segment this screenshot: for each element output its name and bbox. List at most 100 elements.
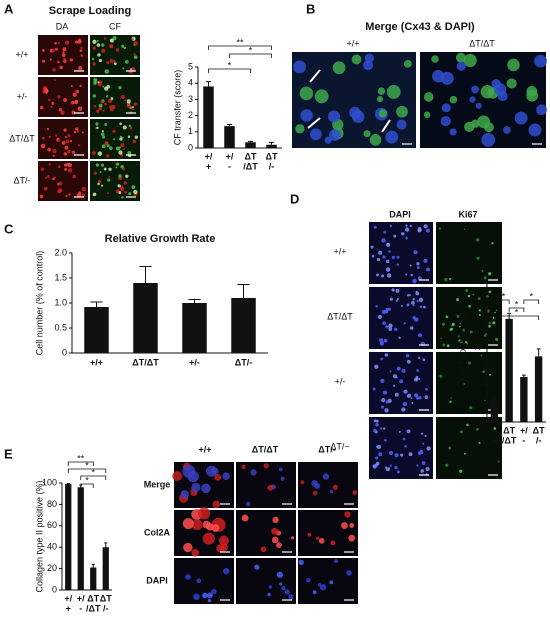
cell [72,174,77,179]
cell [375,456,379,460]
cell [278,467,283,472]
cell [104,69,109,74]
cell [69,58,73,62]
cell [128,124,132,128]
cell [385,325,389,329]
column-label: DA [56,21,69,31]
cell [466,423,469,427]
cell [401,407,406,412]
cell [101,43,105,47]
cell [467,361,472,365]
chart-title: Relative Growth Rate [105,233,216,245]
significance-label: * [249,45,253,55]
cell [394,327,398,331]
cell [293,60,306,74]
cell [113,138,116,141]
cell [119,146,122,149]
cell [47,147,51,152]
x-tick-label: /ΔT [86,603,101,613]
cell [317,583,322,587]
cell [385,400,389,404]
significance-label: * [85,475,89,485]
cell [383,338,388,343]
cell [117,184,121,188]
cell [481,269,484,273]
significance-label: ** [236,37,244,47]
y-tick-label: 1.0 [54,297,67,307]
x-tick-label: ΔT [87,593,99,603]
cell [406,304,409,307]
cell [391,255,395,259]
cell [300,480,305,485]
cell [397,470,400,474]
cell [77,39,82,44]
cell [396,263,400,266]
cell [201,483,211,494]
cell [267,484,274,491]
cell [503,126,511,134]
cell [411,300,415,305]
bar [182,303,207,353]
cell [389,297,394,301]
cell [202,532,215,545]
cell [97,81,100,84]
cell [52,154,55,157]
cell [43,186,48,191]
cell [409,224,412,228]
cell [484,399,486,402]
cell [457,335,460,338]
cell [476,256,480,260]
cell [182,464,196,478]
cell [118,150,123,155]
cell [51,101,55,105]
cell [263,463,269,469]
cell [497,460,500,463]
cell [193,593,200,601]
error-bar [536,348,541,357]
cell [378,109,387,118]
cell [384,438,387,442]
cell [478,309,482,313]
cell [495,337,499,341]
cell [101,184,104,187]
arrow [381,119,391,133]
cell [418,333,423,338]
significance-label: * [85,460,89,470]
cell [475,102,482,109]
cell [382,390,388,395]
cell [469,330,473,334]
row-label: DAPI [146,575,168,585]
cell [98,106,102,111]
cell [74,99,79,104]
cell [379,427,383,430]
cell [396,297,399,300]
cell [254,564,260,570]
cell [100,132,105,137]
cell [475,427,479,431]
row-label: Col2A [144,527,171,537]
cell [455,52,466,63]
cell [75,89,80,94]
column-label: Ki67 [458,209,477,219]
error-bar [104,542,108,548]
cell [488,373,492,376]
cell [309,128,322,141]
cell [467,294,471,298]
cell [410,397,413,400]
error-bar [90,301,103,307]
cell [191,482,201,493]
cell [382,321,386,325]
cell [100,163,105,167]
cell [65,139,70,144]
column-label: DAPI [389,209,411,219]
micrograph [436,222,502,284]
cell [373,225,377,229]
cell [385,267,391,272]
cell [241,514,249,522]
cell [212,500,221,509]
x-tick-label: /ΔT [502,435,517,445]
cell [377,87,386,95]
cell [425,387,428,391]
bar [231,298,256,353]
cell [528,123,542,137]
